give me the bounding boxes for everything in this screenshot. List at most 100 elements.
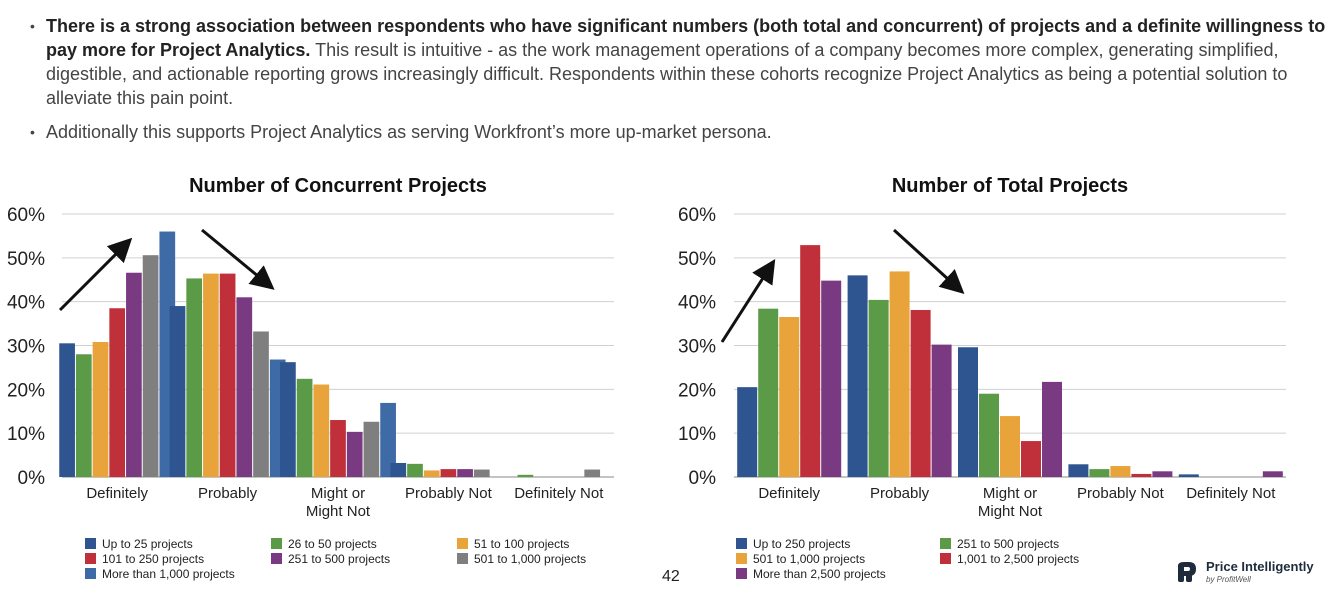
price-intelligently-logo: Price Intelligently by ProfitWell xyxy=(1176,558,1326,588)
legend-label: 101 to 250 projects xyxy=(102,552,204,566)
bar xyxy=(1262,471,1283,477)
legend-label: 501 to 1,000 projects xyxy=(474,552,586,566)
trend-arrow xyxy=(892,228,965,295)
x-category-label: Might or Might Not xyxy=(978,485,1043,520)
bar xyxy=(1068,464,1089,477)
legend-swatch xyxy=(271,553,282,564)
trend-arrow xyxy=(201,228,275,290)
legend-label: 51 to 100 projects xyxy=(474,537,569,551)
legend-swatch xyxy=(457,538,468,549)
legend-swatch xyxy=(457,553,468,564)
bar xyxy=(1152,471,1173,477)
bar xyxy=(313,384,330,477)
x-category-label: Probably Not xyxy=(1077,485,1165,502)
bar xyxy=(958,347,978,477)
bar xyxy=(109,308,126,477)
trend-arrow xyxy=(58,237,133,312)
logo-mark-icon xyxy=(1178,562,1196,582)
legend-label: 251 to 500 projects xyxy=(957,537,1059,551)
bullet-item: • There is a strong association between … xyxy=(30,14,1326,110)
bar xyxy=(779,317,800,477)
y-tick-label: 0% xyxy=(18,468,46,489)
bar xyxy=(142,255,159,477)
bar xyxy=(363,421,380,477)
chart-canvas: Number of Total Projects 0% 10% 20% 30% 40% 50… xyxy=(678,175,1286,581)
logo-subtitle: by ProfitWell xyxy=(1206,575,1251,584)
trend-arrow xyxy=(720,258,776,343)
x-category-label: Probably xyxy=(870,485,930,502)
legend-label: 251 to 500 projects xyxy=(288,552,390,566)
bar xyxy=(296,378,313,477)
bar xyxy=(92,341,109,477)
bullet-bold-text: There is a strong association between re… xyxy=(46,16,1326,60)
bullet-list: • There is a strong association between … xyxy=(30,14,1326,154)
x-category-label: Probably Not xyxy=(405,485,493,502)
bar xyxy=(1000,416,1020,477)
bar xyxy=(126,272,142,477)
y-tick-label: 10% xyxy=(7,424,45,445)
bar xyxy=(1021,441,1041,477)
bar xyxy=(737,387,758,477)
bar xyxy=(1178,474,1199,477)
y-tick-label: 50% xyxy=(7,249,45,270)
chart-canvas: Number of Concurrent Projects 0% 10% 20% 30%… xyxy=(7,175,614,581)
legend-label: 1,001 to 2,500 projects xyxy=(957,552,1079,566)
bar xyxy=(584,469,601,477)
bar xyxy=(203,273,219,477)
y-tick-label: 60% xyxy=(678,205,716,226)
bar xyxy=(407,463,423,477)
bar xyxy=(440,469,457,477)
y-tick-label: 0% xyxy=(689,468,717,489)
bullet-dot: • xyxy=(30,18,35,34)
chart-title: Number of Concurrent Projects xyxy=(189,175,487,197)
bar xyxy=(253,331,269,477)
concurrent-projects-chart: Number of Concurrent Projects 0% 10% 20% 30%… xyxy=(0,160,666,595)
y-tick-label: 20% xyxy=(7,380,45,401)
legend-swatch xyxy=(85,553,96,564)
bullet-dot: • xyxy=(30,124,35,140)
y-tick-label: 60% xyxy=(7,205,45,226)
bar xyxy=(75,354,92,477)
x-category-label: Definitely xyxy=(86,485,148,502)
bar xyxy=(821,280,842,477)
bar xyxy=(931,344,952,477)
bar xyxy=(800,245,821,477)
bar xyxy=(1089,469,1110,477)
bar xyxy=(236,297,253,477)
page-number: 42 xyxy=(662,568,680,585)
y-tick-label: 40% xyxy=(7,293,45,314)
bar xyxy=(186,278,203,477)
bar xyxy=(889,271,910,477)
x-category-label: Probably xyxy=(198,485,258,502)
legend-label: More than 1,000 projects xyxy=(102,567,235,581)
legend-label: More than 2,500 projects xyxy=(753,567,886,581)
legend-swatch xyxy=(736,568,747,579)
legend-swatch xyxy=(736,553,747,564)
bar xyxy=(1042,381,1062,477)
legend-swatch xyxy=(736,538,747,549)
bar xyxy=(346,431,363,477)
legend-swatch xyxy=(85,568,96,579)
legend-label: 501 to 1,000 projects xyxy=(753,552,865,566)
legend-swatch xyxy=(85,538,96,549)
bar xyxy=(390,462,407,477)
legend-label: Up to 25 projects xyxy=(102,537,193,551)
legend-swatch xyxy=(940,538,951,549)
bar xyxy=(280,362,296,477)
bar xyxy=(517,474,534,477)
legend-label: 26 to 50 projects xyxy=(288,537,377,551)
bar xyxy=(847,275,868,477)
bar xyxy=(169,306,186,477)
bullet-item: • Additionally this supports Project Ana… xyxy=(30,120,1326,144)
bar xyxy=(423,470,440,477)
total-projects-chart: Number of Total Projects 0% 10% 20% 30% 40% 50… xyxy=(670,160,1336,595)
bar xyxy=(979,393,999,477)
x-category-label: Definitely Not xyxy=(514,485,604,502)
legend-swatch xyxy=(940,553,951,564)
bar xyxy=(380,402,396,477)
x-category-label: Definitely Not xyxy=(1186,485,1276,502)
bar xyxy=(219,273,236,477)
bullet-text: Additionally this supports Project Analy… xyxy=(46,122,772,142)
y-tick-label: 30% xyxy=(678,337,716,358)
y-tick-label: 30% xyxy=(7,337,45,358)
